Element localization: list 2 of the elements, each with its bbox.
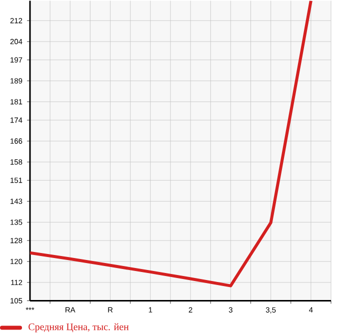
line-series bbox=[30, 0, 312, 288]
legend-label: Средняя Цена, тыс. йен bbox=[28, 323, 129, 332]
